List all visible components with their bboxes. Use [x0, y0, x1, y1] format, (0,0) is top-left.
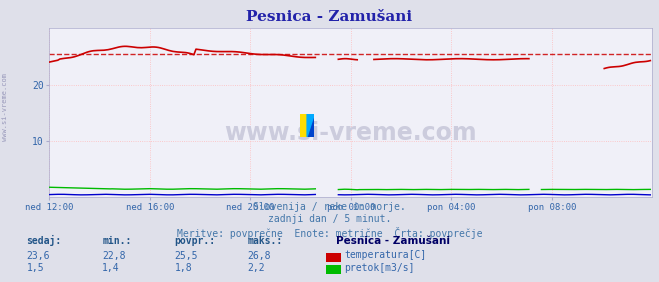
Text: www.si-vreme.com: www.si-vreme.com [225, 121, 477, 145]
Text: Pesnica - Zamušani: Pesnica - Zamušani [246, 10, 413, 24]
Text: 1,5: 1,5 [26, 263, 44, 273]
Text: 22,8: 22,8 [102, 251, 126, 261]
Text: pretok[m3/s]: pretok[m3/s] [344, 263, 415, 273]
Text: povpr.:: povpr.: [175, 236, 215, 246]
Text: Pesnica - Zamušani: Pesnica - Zamušani [336, 236, 450, 246]
Text: 2,2: 2,2 [247, 263, 265, 273]
Bar [300, 114, 307, 137]
Polygon shape [307, 114, 314, 137]
Polygon shape [307, 114, 314, 137]
Text: 23,6: 23,6 [26, 251, 50, 261]
Text: www.si-vreme.com: www.si-vreme.com [2, 73, 9, 141]
Text: 26,8: 26,8 [247, 251, 271, 261]
Text: 1,4: 1,4 [102, 263, 120, 273]
Text: sedaj:: sedaj: [26, 235, 61, 246]
Text: 25,5: 25,5 [175, 251, 198, 261]
Text: 1,8: 1,8 [175, 263, 192, 273]
Text: Meritve: povprečne  Enote: metrične  Črta: povprečje: Meritve: povprečne Enote: metrične Črta:… [177, 227, 482, 239]
Text: min.:: min.: [102, 236, 132, 246]
Text: Slovenija / reke in morje.: Slovenija / reke in morje. [253, 202, 406, 212]
Text: zadnji dan / 5 minut.: zadnji dan / 5 minut. [268, 214, 391, 224]
Text: maks.:: maks.: [247, 236, 282, 246]
Text: temperatura[C]: temperatura[C] [344, 250, 426, 260]
